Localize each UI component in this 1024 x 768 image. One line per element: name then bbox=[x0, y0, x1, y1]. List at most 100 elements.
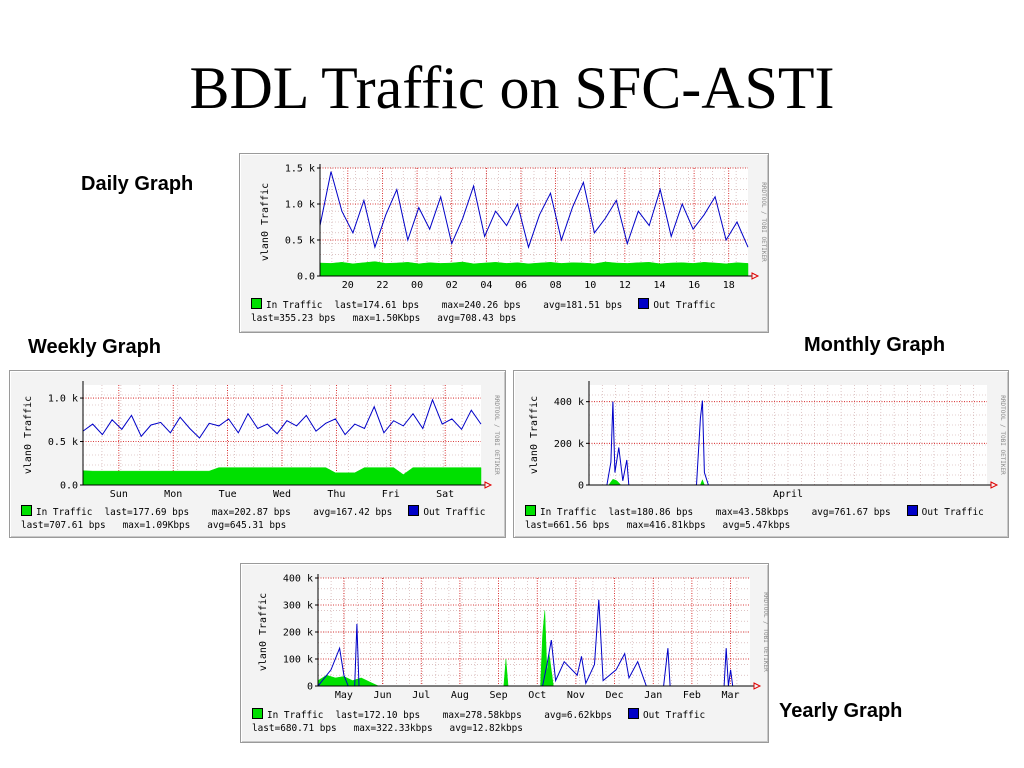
x-axis-arrow bbox=[751, 272, 760, 280]
x-tick-label: Sun bbox=[110, 489, 128, 500]
daily-graph-label: Daily Graph bbox=[81, 173, 194, 195]
out-traffic-swatch bbox=[628, 708, 640, 719]
y-tick-label: 200 k bbox=[554, 439, 584, 450]
x-tick-label: Jan bbox=[644, 690, 662, 701]
daily-graph-plot: 0.0 0.5 k 1.0 k 1.5 k 20 22 00 02 04 06 08 10 12 14 16… bbox=[260, 164, 767, 292]
in-traffic-swatch bbox=[251, 298, 262, 309]
yearly-legend: In Traffic last=172.10 bps max=278.58kbps… bbox=[252, 708, 705, 735]
x-tick-label: 12 bbox=[619, 280, 631, 291]
y-tick-label: 0.5 k bbox=[285, 236, 315, 247]
x-axis-arrow bbox=[753, 682, 762, 690]
y-tick-label: 400 k bbox=[283, 574, 313, 585]
x-tick-label: Sep bbox=[490, 690, 508, 701]
out-traffic-label: Out Traffic bbox=[643, 710, 706, 721]
rrdtool-credit: RRDTOOL / TOBI OETIKER bbox=[760, 182, 767, 262]
out-traffic-line bbox=[82, 398, 482, 439]
y-tick-label: 100 k bbox=[283, 655, 313, 666]
weekly-legend: In Traffic last=177.69 bps max=202.87 bps… bbox=[21, 505, 485, 532]
out-traffic-label: Out Traffic bbox=[423, 507, 486, 518]
yearly-graph-label: Yearly Graph bbox=[779, 700, 903, 722]
in-traffic-swatch bbox=[252, 708, 263, 719]
y-tick-label: 0.0 bbox=[60, 481, 78, 492]
x-tick-label: Wed bbox=[273, 489, 291, 500]
out-traffic-stats: last=680.71 bps max=322.33kbps avg=12.82… bbox=[252, 723, 523, 734]
x-tick-label: Tue bbox=[219, 489, 237, 500]
x-tick-label: 08 bbox=[550, 280, 562, 291]
x-tick-label: 18 bbox=[723, 280, 735, 291]
x-tick-label: 16 bbox=[688, 280, 700, 291]
rrdtool-credit: RRDTOOL / TOBI OETIKER bbox=[493, 395, 500, 475]
y-tick-label: 0 bbox=[307, 682, 313, 693]
monthly-legend: In Traffic last=180.86 bps max=43.58kbps … bbox=[525, 505, 984, 532]
out-traffic-stats: last=661.56 bps max=416.81kbps avg=5.47k… bbox=[525, 520, 791, 531]
monthly-graph-plot: 0 200 k 400 k April vlan0 Traffic RRDTOOL / T… bbox=[529, 381, 1006, 500]
in-traffic-swatch bbox=[21, 505, 32, 516]
x-tick-label: Nov bbox=[567, 690, 585, 701]
x-tick-label: Feb bbox=[683, 690, 701, 701]
y-axis-title: vlan0 Traffic bbox=[258, 593, 269, 671]
out-traffic-stats: last=707.61 bps max=1.09Kbps avg=645.31 … bbox=[21, 520, 287, 531]
yearly-graph-plot: 0 100 k 200 k 300 k 400 k May Jun Jul Aug Sep Oct N… bbox=[258, 574, 768, 702]
weekly-graph-label: Weekly Graph bbox=[28, 336, 162, 358]
monthly-graph: 0 200 k 400 k April vlan0 Traffic RRDTOOL / T… bbox=[513, 370, 1009, 538]
out-traffic-swatch bbox=[906, 505, 918, 516]
x-tick-label: Jun bbox=[374, 690, 392, 701]
weekly-graph-plot: 0.0 0.5 k 1.0 k Sun Mon Tue Wed Thu Fri Sat vlan0 … bbox=[23, 381, 500, 500]
in-traffic-label: In Traffic bbox=[266, 300, 323, 311]
x-tick-label: Thu bbox=[327, 489, 345, 500]
in-traffic-label: In Traffic bbox=[36, 507, 93, 518]
y-axis-title: vlan0 Traffic bbox=[260, 183, 271, 261]
daily-legend: In Traffic last=174.61 bps max=240.26 bps… bbox=[251, 298, 715, 325]
x-tick-label: 10 bbox=[584, 280, 596, 291]
x-tick-label: Sat bbox=[436, 489, 454, 500]
daily-graph: 0.0 0.5 k 1.0 k 1.5 k 20 22 00 02 04 06 08 10 12 14 16… bbox=[239, 153, 769, 333]
x-tick-label: Mar bbox=[722, 690, 740, 701]
y-tick-label: 400 k bbox=[554, 397, 584, 408]
y-tick-label: 300 k bbox=[283, 601, 313, 612]
x-tick-label: Aug bbox=[451, 690, 469, 701]
in-traffic-area bbox=[82, 467, 482, 486]
x-tick-label: 22 bbox=[376, 280, 388, 291]
x-tick-label: 02 bbox=[446, 280, 458, 291]
in-traffic-label: In Traffic bbox=[267, 710, 324, 721]
out-traffic-swatch bbox=[638, 298, 650, 309]
x-tick-label: April bbox=[773, 489, 803, 500]
x-tick-label: Oct bbox=[528, 690, 546, 701]
out-traffic-line bbox=[589, 400, 987, 486]
in-traffic-swatch bbox=[525, 505, 536, 516]
out-traffic-stats: last=355.23 bps max=1.50Kbps avg=708.43 … bbox=[251, 313, 517, 324]
x-tick-label: 04 bbox=[480, 280, 492, 291]
y-tick-label: 0 bbox=[578, 481, 584, 492]
y-axis-title: vlan0 Traffic bbox=[23, 396, 34, 474]
y-tick-label: 1.0 k bbox=[285, 200, 315, 211]
out-traffic-label: Out Traffic bbox=[921, 507, 984, 518]
x-axis-arrow bbox=[484, 481, 493, 489]
in-traffic-stats: last=180.86 bps max=43.58kbps avg=761.67… bbox=[608, 507, 891, 518]
y-tick-label: 1.0 k bbox=[48, 394, 78, 405]
y-tick-label: 1.5 k bbox=[285, 164, 315, 175]
in-traffic-stats: last=174.61 bps max=240.26 bps avg=181.5… bbox=[334, 300, 623, 311]
x-tick-label: Dec bbox=[606, 690, 624, 701]
slide-title: BDL Traffic on SFC-ASTI bbox=[189, 55, 835, 121]
rrdtool-credit: RRDTOOL / TOBI OETIKER bbox=[762, 592, 768, 672]
x-tick-label: 00 bbox=[411, 280, 423, 291]
x-axis-arrow bbox=[990, 481, 999, 489]
x-tick-label: Jul bbox=[412, 690, 430, 701]
out-traffic-swatch bbox=[408, 505, 420, 516]
x-tick-label: 06 bbox=[515, 280, 527, 291]
x-tick-label: Fri bbox=[382, 489, 400, 500]
y-axis-title: vlan0 Traffic bbox=[529, 396, 540, 474]
y-tick-label: 0.0 bbox=[297, 272, 315, 283]
monthly-graph-label: Monthly Graph bbox=[804, 334, 946, 356]
weekly-graph: 0.0 0.5 k 1.0 k Sun Mon Tue Wed Thu Fri Sat vlan0 … bbox=[9, 370, 506, 538]
rrdtool-credit: RRDTOOL / TOBI OETIKER bbox=[999, 395, 1006, 475]
in-traffic-stats: last=172.10 bps max=278.58kbps avg=6.62k… bbox=[335, 710, 613, 721]
x-tick-label: Mon bbox=[164, 489, 182, 500]
out-traffic-label: Out Traffic bbox=[653, 300, 716, 311]
y-tick-label: 0.5 k bbox=[48, 437, 78, 448]
yearly-graph: 0 100 k 200 k 300 k 400 k May Jun Jul Aug Sep Oct N… bbox=[240, 563, 769, 743]
y-tick-label: 200 k bbox=[283, 628, 313, 639]
out-traffic-line bbox=[319, 171, 749, 250]
in-traffic-area bbox=[319, 261, 749, 277]
in-traffic-stats: last=177.69 bps max=202.87 bps avg=167.4… bbox=[104, 507, 393, 518]
